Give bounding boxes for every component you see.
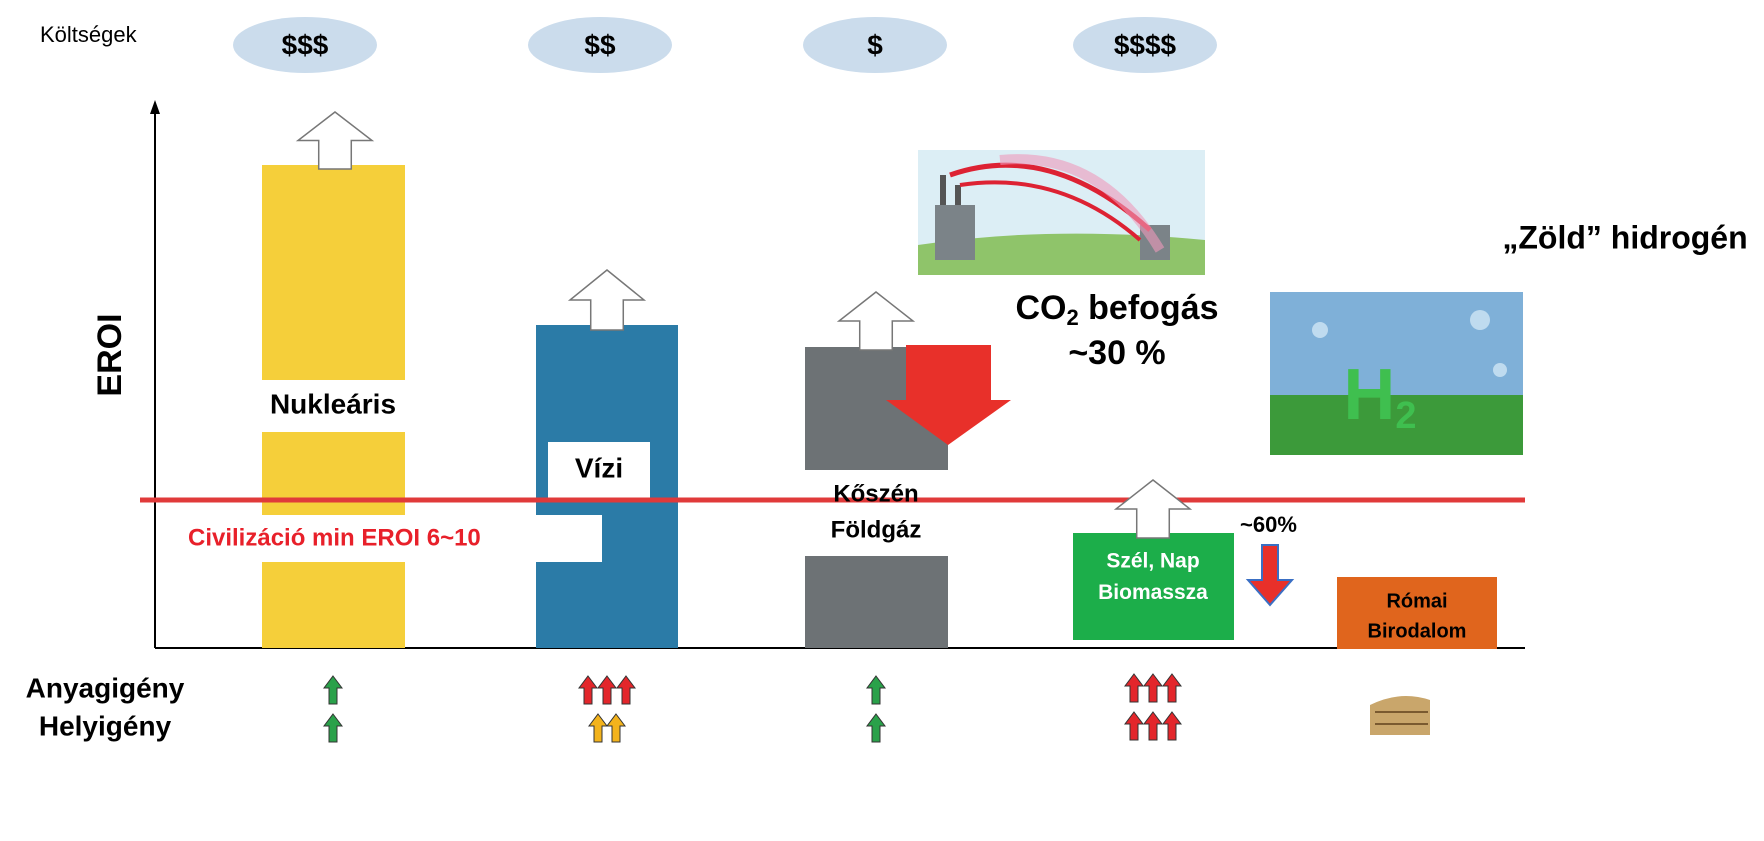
- req-arrow: [588, 713, 608, 743]
- bar-label: Római: [1386, 590, 1447, 612]
- bar-label: Földgáz: [831, 516, 922, 543]
- colosseum: [1370, 696, 1430, 735]
- req-arrow: [1143, 711, 1163, 741]
- h2-sub: 2: [1395, 395, 1416, 437]
- drop-label: ~60%: [1240, 512, 1297, 537]
- bar-label: Birodalom: [1368, 620, 1467, 642]
- h2-icon: H2: [1343, 355, 1416, 437]
- req-arrow: [1162, 673, 1182, 703]
- cost-value: $: [867, 29, 883, 60]
- co2-rest: befogás: [1079, 289, 1219, 327]
- drop-arrow: [1245, 544, 1295, 607]
- up-arrow: [1113, 479, 1193, 539]
- req-arrow: [1162, 711, 1182, 741]
- cost-value: $$$$: [1114, 29, 1177, 60]
- req-arrow: [606, 713, 626, 743]
- label-box: [805, 470, 948, 556]
- cost-value: $$: [584, 29, 616, 60]
- req-arrow: [1124, 673, 1144, 703]
- req-arrow: [1143, 673, 1163, 703]
- threshold-box: [180, 515, 602, 562]
- up-arrow: [567, 269, 647, 331]
- cost-ellipse: [233, 17, 377, 73]
- label-box: [548, 442, 650, 498]
- co2-prefix: CO: [1015, 289, 1066, 327]
- hydrogen-label: „Zöld” hidrogén: [1502, 219, 1747, 255]
- up-arrow: [836, 291, 916, 351]
- bar-label: Vízi: [575, 452, 623, 483]
- co2-sub: 2: [1066, 305, 1078, 330]
- row-label: Anyagigény: [26, 672, 185, 703]
- cost-ellipse: [528, 17, 672, 73]
- req-arrow: [866, 713, 886, 743]
- cost-ellipse: [1073, 17, 1217, 73]
- co2-title: CO2 befogás: [1015, 289, 1218, 330]
- down-arrow: [886, 345, 1011, 445]
- req-arrow: [1124, 711, 1144, 741]
- bar: [1073, 533, 1234, 640]
- req-arrow: [323, 675, 343, 705]
- up-arrow: [295, 111, 375, 170]
- req-arrow: [597, 675, 617, 705]
- co2-value: ~30 %: [1068, 334, 1165, 372]
- bar-label: Kőszén: [833, 480, 918, 507]
- req-arrow: [616, 675, 636, 705]
- req-arrow: [866, 675, 886, 705]
- co2-image: [918, 150, 1205, 275]
- cost-value: $$$: [282, 29, 329, 60]
- bar-label: Biomassza: [1098, 581, 1208, 604]
- h2-h: H: [1343, 355, 1395, 435]
- bar-label: Szél, Nap: [1106, 550, 1199, 573]
- cost-label: Költségek: [40, 22, 138, 47]
- threshold-label: Civilizáció min EROI 6~10: [188, 524, 481, 551]
- label-box: [250, 380, 420, 432]
- req-arrow: [323, 713, 343, 743]
- bar: [1337, 577, 1497, 649]
- cost-ellipse: [803, 17, 947, 73]
- req-arrow: [578, 675, 598, 705]
- hydrogen-image: H2: [1270, 292, 1523, 455]
- row-label: Helyigény: [39, 710, 172, 741]
- bar-label: Nukleáris: [270, 388, 396, 419]
- y-axis-arrow: [150, 100, 160, 114]
- axis-label: EROI: [91, 313, 129, 396]
